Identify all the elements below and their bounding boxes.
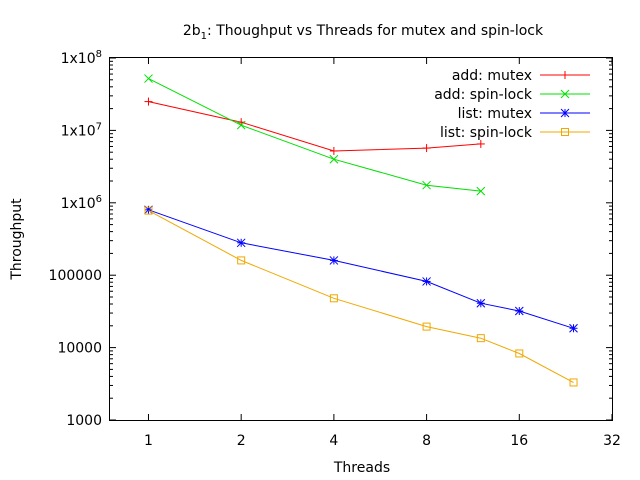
data-point	[476, 139, 485, 148]
y-axis-label: Throughput	[9, 198, 25, 281]
data-point	[422, 277, 431, 286]
y-tick-label: 1x108	[61, 49, 102, 67]
chart-title: 2b1: Thoughput vs Threads for mutex and …	[183, 23, 544, 42]
series-line	[148, 78, 481, 192]
series-line	[148, 210, 574, 383]
x-axis-label: Threads	[333, 460, 390, 476]
marker-stroke	[476, 298, 486, 308]
data-point	[329, 256, 339, 265]
legend-item: list: mutex	[458, 106, 590, 122]
series-add-mutex	[144, 97, 485, 155]
legend-label: add: spin-lock	[434, 87, 533, 103]
data-point	[476, 186, 486, 196]
legend-label: list: spin-lock	[440, 125, 533, 141]
series-group	[144, 74, 578, 387]
legend-item: list: spin-lock	[440, 125, 590, 141]
y-tick-label: 1000	[66, 413, 102, 429]
axes: 1 2 4 8 16 32 1000 10000 100000 1x106 1x107 1x108	[49, 49, 621, 449]
marker-stroke	[422, 180, 431, 190]
data-point	[422, 180, 431, 190]
marker-stroke	[236, 238, 246, 248]
data-point	[515, 349, 524, 358]
data-point	[476, 334, 485, 343]
marker-square	[569, 378, 578, 387]
data-point	[144, 97, 153, 106]
marker-stroke	[144, 74, 153, 83]
marker-stroke	[236, 120, 246, 130]
marker-stroke	[329, 154, 339, 164]
marker-square	[561, 128, 569, 136]
legend-label: list: mutex	[458, 106, 532, 122]
x-tick-label: 1	[144, 433, 153, 449]
marker-square	[329, 294, 338, 303]
data-point	[329, 294, 338, 303]
data-point	[329, 146, 338, 155]
data-point	[236, 120, 246, 130]
marker-square	[476, 334, 485, 343]
legend: add: mutex add: spin-lock list: mutex list:…	[434, 68, 590, 141]
marker-square	[422, 322, 431, 331]
y-tick-label: 100000	[49, 268, 102, 284]
x-tick-label: 32	[603, 433, 621, 449]
data-point	[561, 71, 569, 79]
series-list-mutex	[144, 205, 578, 333]
series-line	[148, 101, 481, 152]
data-point	[476, 298, 486, 308]
series-add-spin-lock	[144, 74, 486, 196]
marker-square	[515, 349, 524, 358]
legend-label: add: mutex	[452, 68, 532, 84]
x-tick-label: 2	[237, 433, 246, 449]
data-point	[514, 306, 524, 316]
y-tick-label: 1x106	[61, 194, 102, 212]
legend-item: add: spin-lock	[434, 87, 590, 103]
data-point	[236, 238, 246, 248]
legend-item: add: mutex	[452, 68, 590, 84]
data-point	[237, 256, 246, 265]
y-tick-label: 10000	[57, 341, 102, 357]
data-point	[422, 144, 431, 153]
series-list-spin-lock	[144, 206, 578, 387]
marker-stroke	[569, 323, 578, 333]
x-tick-label: 16	[510, 433, 528, 449]
y-tick-label: 1x107	[61, 121, 102, 139]
data-point	[422, 322, 431, 331]
series-line	[148, 209, 574, 329]
marker-stroke	[560, 89, 570, 99]
data-point	[144, 74, 153, 83]
x-tick-label: 8	[422, 433, 431, 449]
marker-stroke	[422, 277, 431, 286]
data-point	[569, 323, 578, 333]
data-point	[560, 108, 570, 118]
x-tick-label: 4	[329, 433, 338, 449]
data-point	[561, 128, 569, 136]
data-point	[144, 206, 153, 215]
data-point	[329, 154, 339, 164]
marker-stroke	[329, 256, 339, 265]
marker-stroke	[560, 108, 570, 118]
marker-stroke	[514, 306, 524, 316]
marker-stroke	[476, 186, 486, 196]
data-point	[560, 89, 570, 99]
data-point	[569, 378, 578, 387]
marker-square	[237, 256, 246, 265]
marker-square	[144, 206, 153, 215]
plot-area	[109, 57, 613, 421]
